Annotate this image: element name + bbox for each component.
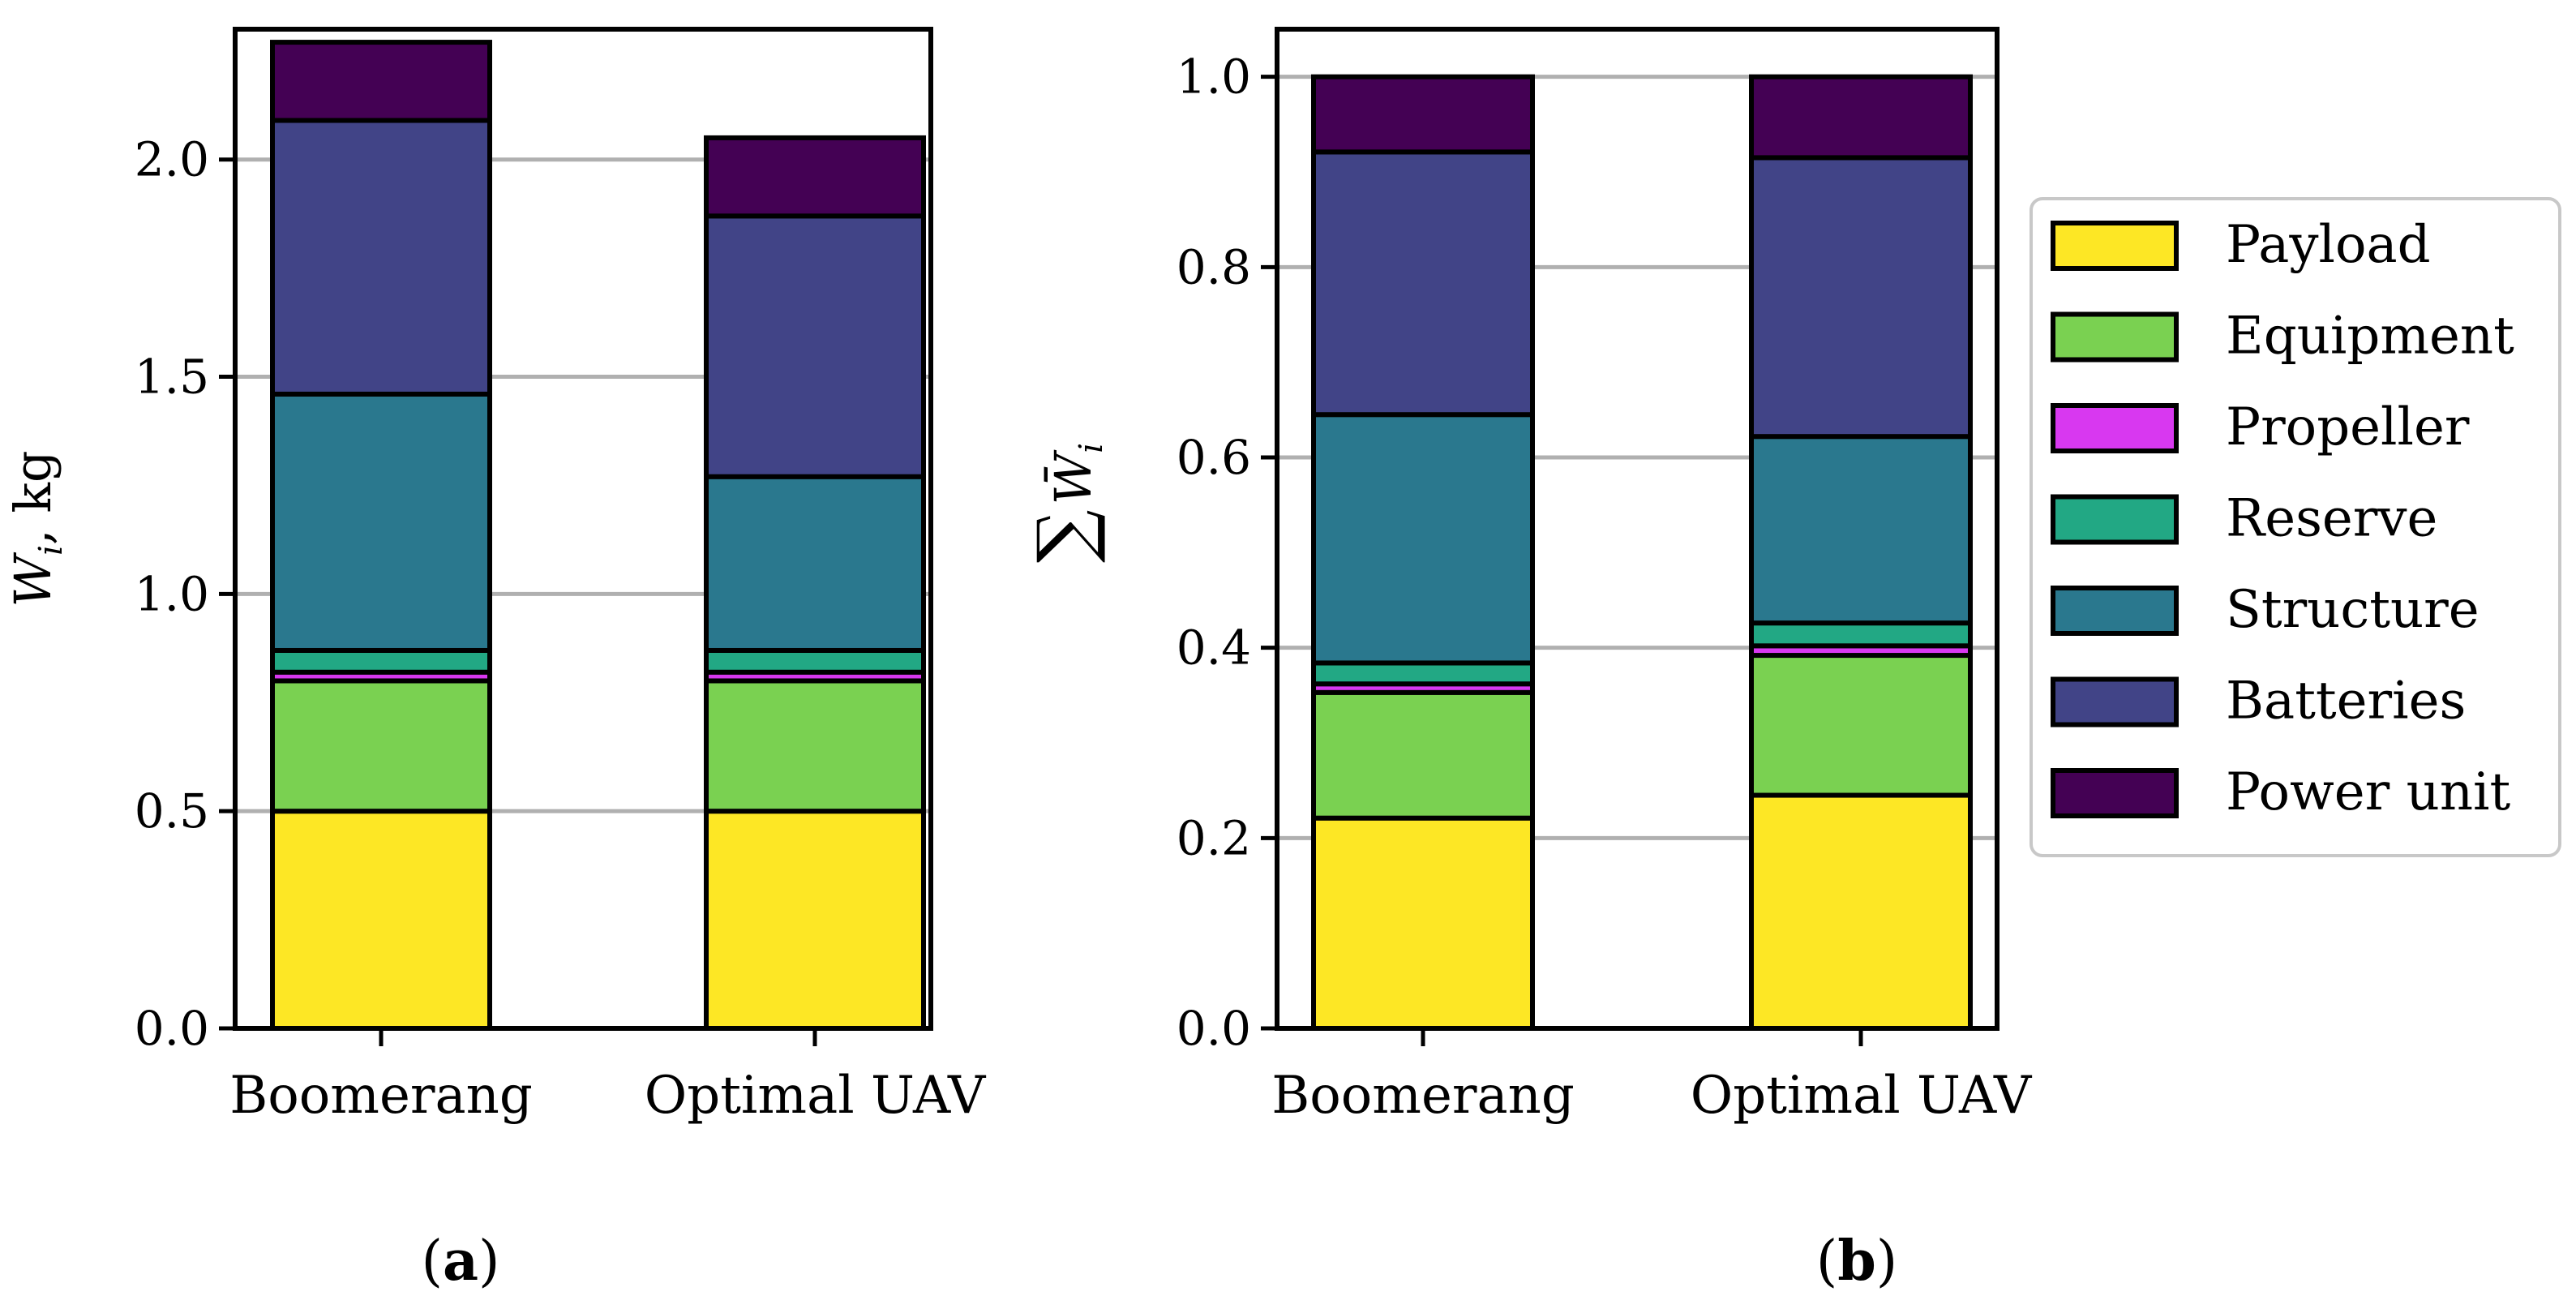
chart-b-bar-optimal-uav-batteries bbox=[1749, 155, 1973, 440]
legend-label-batteries: Batteries bbox=[2226, 672, 2466, 732]
chart-b-x-tick-label-boomerang: Boomerang bbox=[1271, 1066, 1575, 1126]
chart-a-y-axis-label: Wi, kg bbox=[3, 450, 70, 607]
chart-a-y-tick-label: 1.5 bbox=[135, 350, 209, 405]
chart-b-x-tick-label-optimal-uav: Optimal UAV bbox=[1691, 1066, 2033, 1126]
chart-b-bar-optimal-uav-reserve bbox=[1749, 620, 1973, 649]
chart-a-bars bbox=[270, 40, 926, 1031]
chart-a-y-tick-label: 0.5 bbox=[135, 783, 209, 839]
chart-b-y-tick-label: 1.0 bbox=[1177, 49, 1251, 105]
chart-a-bar-optimal-uav-structure bbox=[704, 474, 926, 653]
chart-b-y-tick-label: 0.2 bbox=[1177, 810, 1251, 865]
chart-b-bars bbox=[1311, 74, 1973, 1032]
chart-b-ylabel: ∑W̄i bbox=[1022, 443, 1110, 563]
chart-b-bar-boomerang-batteries bbox=[1311, 149, 1535, 418]
chart-a-bar-optimal-uav-payload bbox=[704, 809, 926, 1031]
chart-b-y-tick-label: 0.4 bbox=[1177, 620, 1251, 676]
chart-a-bar-boomerang-equipment bbox=[270, 678, 492, 814]
legend-swatch-power-unit bbox=[2051, 768, 2179, 818]
chart-a-bar-boomerang-reserve bbox=[270, 647, 492, 675]
chart-b-y-tick-label: 0.6 bbox=[1177, 430, 1251, 485]
chart-a-x-tick-label-optimal-uav: Optimal UAV bbox=[645, 1066, 987, 1126]
chart-b-bar-boomerang-power-unit bbox=[1311, 74, 1535, 155]
legend-swatch-reserve bbox=[2051, 494, 2179, 545]
chart-b-y-tick-label: 0.0 bbox=[1177, 1001, 1251, 1056]
chart-a-axes-frame bbox=[233, 27, 933, 1031]
legend-swatch-payload bbox=[2051, 221, 2179, 271]
chart-a-bar-optimal-uav-power-unit bbox=[704, 135, 926, 219]
chart-a-bar-boomerang-structure bbox=[270, 391, 492, 653]
chart-b: 0.00.20.40.60.81.0 Boomerang Optimal UAV … bbox=[1022, 27, 2033, 1294]
chart-b-panel-label: (b) bbox=[1816, 1229, 1898, 1294]
legend-label-payload: Payload bbox=[2226, 215, 2431, 275]
chart-b-y-ticks: 0.0 0.2 0.4 0.6 0.8 1.0 bbox=[1177, 49, 1277, 1056]
chart-b-bar-boomerang-reserve bbox=[1311, 660, 1535, 687]
legend-label-equipment: Equipment bbox=[2226, 307, 2514, 367]
legend-swatch-equipment bbox=[2051, 311, 2179, 363]
legend-swatch-structure bbox=[2051, 586, 2179, 636]
chart-a-bar-boomerang-batteries bbox=[270, 118, 492, 397]
chart-b-bar-boomerang-structure bbox=[1311, 412, 1535, 666]
chart-a-bar-optimal-uav-batteries bbox=[704, 213, 926, 479]
chart-b-bar-optimal-uav-payload bbox=[1749, 792, 1973, 1031]
chart-a-y-tick-label: 1.0 bbox=[135, 566, 209, 621]
legend-label-structure: Structure bbox=[2226, 580, 2480, 640]
chart-b-y-tick-label: 0.8 bbox=[1177, 239, 1251, 294]
legend-label-propeller: Propeller bbox=[2226, 397, 2470, 457]
chart-a-panel-label: (a) bbox=[421, 1229, 499, 1294]
legend-entries: Payload Equipment Propeller Reserve Structur… bbox=[2051, 215, 2514, 822]
chart-a-x-tick-label-boomerang: Boomerang bbox=[229, 1066, 533, 1126]
chart-b-y-axis-label: ∑W̄i bbox=[1022, 443, 1110, 563]
chart-a-bar-boomerang-payload bbox=[270, 809, 492, 1031]
chart-b-bar-optimal-uav-equipment bbox=[1749, 653, 1973, 798]
chart-a-y-tick-label: 0.0 bbox=[135, 1001, 209, 1056]
chart-b-bar-boomerang-equipment bbox=[1311, 689, 1535, 821]
chart-b-bar-boomerang-payload bbox=[1311, 815, 1535, 1032]
chart-b-bar-optimal-uav-power-unit bbox=[1749, 74, 1973, 161]
legend-label-power-unit: Power unit bbox=[2226, 762, 2511, 822]
legend-swatch-propeller bbox=[2051, 403, 2179, 453]
chart-a-bar-optimal-uav-reserve bbox=[704, 647, 926, 675]
chart-b-x-ticks: Boomerang Optimal UAV bbox=[1271, 1028, 2033, 1126]
chart-a-x-ticks: Boomerang Optimal UAV bbox=[229, 1028, 987, 1126]
chart-a: 0.0 0.5 1.0 1.5 2.0 Boomerang Optimal UAV Wi,… bbox=[3, 27, 987, 1294]
chart-a-y-tick-label: 2.0 bbox=[135, 132, 209, 187]
chart-a-ylabel: Wi, kg bbox=[3, 450, 70, 607]
chart-a-bar-optimal-uav-equipment bbox=[704, 678, 926, 814]
chart-a-y-ticks: 0.0 0.5 1.0 1.5 2.0 bbox=[135, 132, 235, 1056]
chart-a-bar-boomerang-power-unit bbox=[270, 40, 492, 123]
legend-label-reserve: Reserve bbox=[2226, 489, 2437, 549]
chart-b-bar-optimal-uav-structure bbox=[1749, 434, 1973, 626]
chart-b-axes-frame bbox=[1275, 27, 2000, 1031]
legend-swatch-batteries bbox=[2051, 676, 2179, 727]
legend: Payload Equipment Propeller Reserve Structur… bbox=[2030, 197, 2561, 857]
